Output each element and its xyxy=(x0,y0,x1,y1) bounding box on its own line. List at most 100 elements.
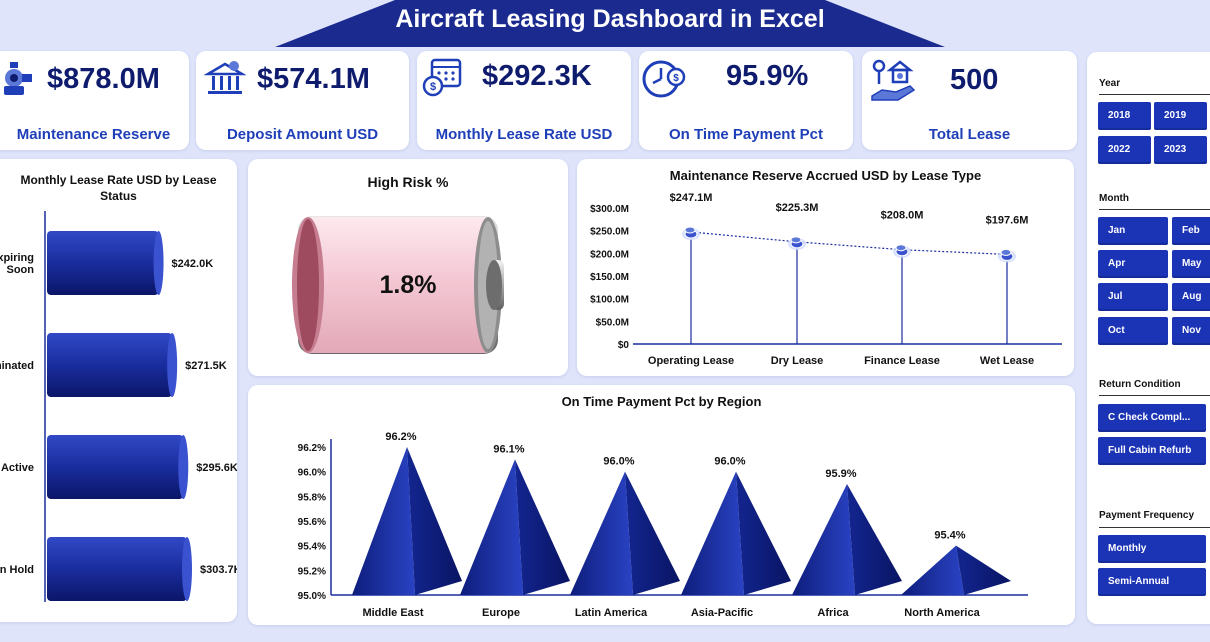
chart-title: On Time Payment Pct by Region xyxy=(561,394,762,409)
lease-status-chart: $242.0K ExpiringSoon $271.5K minated $295.6K… xyxy=(0,211,237,602)
pyramid-front xyxy=(901,545,964,595)
pyramid-side xyxy=(736,471,791,595)
x-category-label: Finance Lease xyxy=(864,355,940,367)
status-data-label: $295.6K xyxy=(196,462,237,474)
chart-title: Maintenance Reserve Accrued USD by Lease… xyxy=(669,168,982,183)
slicer-month-may[interactable]: May xyxy=(1172,250,1210,278)
y-tick-label: 95.2% xyxy=(298,566,326,577)
x-category-label: North America xyxy=(904,607,980,619)
chart-title: Monthly Lease Rate USD by Lease Status xyxy=(20,173,217,203)
slicer-year-2022[interactable]: 2022 xyxy=(1098,136,1151,164)
bank-icon xyxy=(204,61,246,94)
kpi-label: Maintenance Reserve xyxy=(16,126,171,143)
hand-house-icon xyxy=(871,59,916,101)
status-category-label: Expiring xyxy=(0,252,34,264)
y-tick-label: 95.6% xyxy=(298,517,326,528)
status-category-label: minated xyxy=(0,360,34,372)
y-tick-label: $50.0M xyxy=(596,317,629,328)
status-bar xyxy=(47,333,173,397)
slicer-month-jan[interactable]: Jan xyxy=(1098,217,1168,245)
slicer-rule xyxy=(1099,94,1210,95)
y-tick-label: 95.8% xyxy=(298,492,326,503)
x-category-label: Operating Lease xyxy=(648,355,734,367)
slicer-return-c-check[interactable]: C Check Compl... xyxy=(1098,404,1206,432)
pyramid-front xyxy=(570,471,633,595)
slicer-year-2019[interactable]: 2019 xyxy=(1154,102,1207,130)
pyramid-front xyxy=(352,447,415,595)
y-tick-label: 96.2% xyxy=(298,443,326,454)
slicer-month-aug[interactable]: Aug xyxy=(1172,283,1210,311)
status-bar xyxy=(47,435,184,499)
x-category-label: Asia-Pacific xyxy=(691,607,753,619)
slicer-month-jul[interactable]: Jul xyxy=(1098,283,1168,311)
maintenance-chart-panel: Maintenance Reserve Accrued USD by Lease… xyxy=(577,159,1074,376)
marker-coin xyxy=(684,226,696,234)
x-category-label: Dry Lease xyxy=(771,355,824,367)
slicer-title-year: Year xyxy=(1099,78,1121,89)
slicer-year-2018[interactable]: 2018 xyxy=(1098,102,1151,130)
y-tick-label: $200.0M xyxy=(590,249,629,260)
pyramid-side xyxy=(956,545,1011,595)
engine-icon xyxy=(4,62,32,95)
slicer-month-apr[interactable]: Apr xyxy=(1098,250,1168,278)
lease-status-chart-panel: Monthly Lease Rate USD by Lease Status $… xyxy=(0,159,237,622)
kpi-card-deposit-amount: $574.1M Deposit Amount USD xyxy=(196,51,409,150)
y-tick-label: 95.4% xyxy=(298,542,326,553)
data-label: 96.0% xyxy=(603,456,634,468)
pyramid-side xyxy=(407,447,462,595)
data-label: 96.1% xyxy=(493,443,524,455)
kpi-card-on-time-payment: $ 95.9% On Time Payment Pct xyxy=(639,51,853,150)
kpi-value: 95.9% xyxy=(726,60,809,92)
status-category-label: Soon xyxy=(7,264,35,276)
status-bar xyxy=(47,537,187,601)
x-category-label: Wet Lease xyxy=(980,355,1034,367)
kpi-label: Monthly Lease Rate USD xyxy=(435,126,613,143)
page-title: Aircraft Leasing Dashboard in Excel xyxy=(395,5,825,33)
data-label: $197.6M xyxy=(986,214,1029,226)
data-label: 95.9% xyxy=(825,468,856,480)
y-tick-label: 96.0% xyxy=(298,468,326,479)
kpi-value: $574.1M xyxy=(257,63,370,95)
slicer-return-full-cabin[interactable]: Full Cabin Refurb xyxy=(1098,437,1206,465)
slicer-payment-semi-annual[interactable]: Semi-Annual xyxy=(1098,568,1206,596)
data-label: $247.1M xyxy=(670,192,713,204)
title-banner: Aircraft Leasing Dashboard in Excel xyxy=(275,0,945,47)
kpi-value: $292.3K xyxy=(482,60,592,92)
slicer-title-month: Month xyxy=(1099,193,1129,204)
status-bar-cap xyxy=(167,333,178,397)
battery-gauge xyxy=(292,216,504,354)
marker-coin xyxy=(895,244,907,252)
maintenance-line-chart: $0 $50.0M $100.0M $150.0M $200.0M $250.0M $300… xyxy=(590,192,1062,367)
data-label: $208.0M xyxy=(881,210,924,222)
slicer-title-return-condition: Return Condition xyxy=(1099,379,1181,390)
marker-coin xyxy=(1000,248,1012,256)
kpi-label: On Time Payment Pct xyxy=(669,126,823,143)
slicer-year-2023[interactable]: 2023 xyxy=(1154,136,1207,164)
svg-text:$: $ xyxy=(430,81,436,93)
kpi-label: Total Lease xyxy=(928,126,1011,143)
banner-shape xyxy=(275,0,945,47)
x-category-label: Europe xyxy=(482,607,520,619)
status-data-label: $303.7K xyxy=(200,564,237,576)
status-category-label: On Hold xyxy=(0,564,34,576)
pyramid-side xyxy=(515,459,570,595)
kpi-card-maintenance-reserve: $878.0M Maintenance Reserve xyxy=(0,51,189,150)
slicer-month-feb[interactable]: Feb xyxy=(1172,217,1210,245)
region-pyramid-chart: 95.0% 95.2% 95.4% 95.6% 95.8% 96.0% 96.2% 96.2%… xyxy=(298,431,1028,619)
kpi-card-monthly-lease-rate: $ $292.3K Monthly Lease Rate USD xyxy=(417,51,631,150)
x-category-label: Middle East xyxy=(362,607,423,619)
region-chart-panel: On Time Payment Pct by Region 95.0% 95.2%… xyxy=(248,385,1075,625)
calendar-money-icon: $ xyxy=(422,58,462,97)
status-bar xyxy=(47,231,159,295)
slicer-payment-monthly[interactable]: Monthly xyxy=(1098,535,1206,563)
svg-text:$: $ xyxy=(673,73,679,84)
pyramid-front xyxy=(460,459,523,595)
pyramid-side xyxy=(847,484,902,595)
data-label: 95.4% xyxy=(934,530,965,542)
y-tick-label: $100.0M xyxy=(590,295,629,306)
slicer-rule xyxy=(1099,527,1210,528)
slicer-rule xyxy=(1099,209,1210,210)
slicer-month-nov[interactable]: Nov xyxy=(1172,317,1210,345)
slicer-month-oct[interactable]: Oct xyxy=(1098,317,1168,345)
series-line xyxy=(690,231,1008,256)
